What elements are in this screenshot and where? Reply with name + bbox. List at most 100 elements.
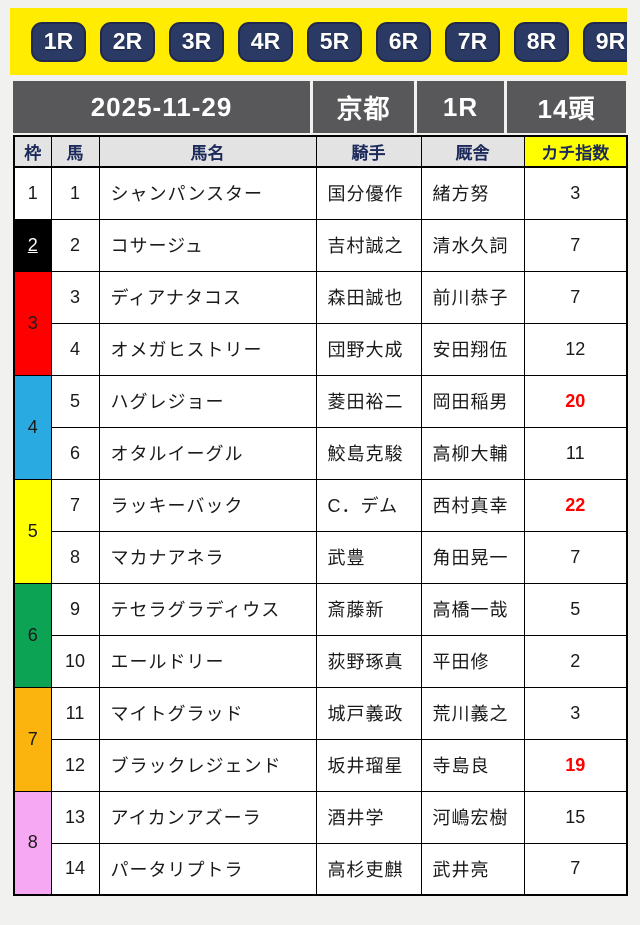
kachi-index: 15 [523, 790, 628, 844]
kachi-index: 7 [523, 218, 628, 272]
kachi-index: 7 [523, 270, 628, 324]
kachi-index: 2 [523, 634, 628, 688]
race-button-2r[interactable]: 2R [100, 21, 155, 62]
race-head-count: 14頭 [507, 81, 626, 133]
stable-name: 西村真幸 [420, 478, 525, 532]
horse-number: 2 [50, 218, 100, 272]
horse-number: 9 [50, 582, 100, 636]
frame-cell: 2 [13, 218, 52, 272]
kachi-index: 7 [523, 842, 628, 896]
jockey-name: 荻野琢真 [315, 634, 422, 688]
horse-number: 6 [50, 426, 100, 480]
race-number-nav: 1R 2R 3R 4R 5R 6R 7R 8R 9R [10, 8, 627, 75]
horse-number: 3 [50, 270, 100, 324]
col-kachi-index: カチ指数 [523, 135, 628, 168]
jockey-name: 高杉吏麒 [315, 842, 422, 896]
stable-name: 安田翔伍 [420, 322, 525, 376]
horse-name: オタルイーグル [98, 426, 317, 480]
stable-name: 高橋一哉 [420, 582, 525, 636]
horse-name: シャンパンスター [98, 166, 317, 220]
jockey-name: 吉村誠之 [315, 218, 422, 272]
table-row: 4 5 ハグレジョー 菱田裕二 岡田稲男 20 [13, 374, 628, 480]
race-button-6r[interactable]: 6R [376, 21, 431, 62]
jockey-name: 団野大成 [315, 322, 422, 376]
frame-cell: 7 [13, 686, 52, 792]
frame-cell: 4 [13, 374, 52, 480]
stable-name: 清水久詞 [420, 218, 525, 272]
race-date: 2025-11-29 [13, 81, 310, 133]
frame-cell: 5 [13, 478, 52, 584]
table-row: 8 13 アイカンアズーラ 酒井学 河嶋宏樹 15 [13, 790, 628, 896]
horse-number: 1 [50, 166, 100, 220]
horse-name: エールドリー [98, 634, 317, 688]
table-row: 14 パータリプトラ 高杉吏麒 武井亮 7 [14, 842, 628, 896]
race-button-1r[interactable]: 1R [31, 21, 86, 62]
horse-number: 4 [50, 322, 100, 376]
jockey-name: C．デム [315, 478, 422, 532]
stable-name: 寺島良 [420, 738, 525, 792]
table-row: 7 11 マイトグラッド 城戸義政 荒川義之 3 [13, 686, 628, 792]
kachi-index: 3 [523, 686, 628, 740]
stable-name: 高柳大輔 [420, 426, 525, 480]
jockey-name: 武豊 [315, 530, 422, 584]
horse-name: ハグレジョー [98, 374, 317, 428]
horse-name: オメガヒストリー [98, 322, 317, 376]
table-row: 5 7 ラッキーバック C．デム 西村真幸 22 [13, 478, 628, 584]
horse-name: テセラグラディウス [98, 582, 317, 636]
race-button-4r[interactable]: 4R [238, 21, 293, 62]
jockey-name: 鮫島克駿 [315, 426, 422, 480]
col-frame: 枠 [13, 135, 52, 168]
race-button-7r[interactable]: 7R [445, 21, 500, 62]
horse-number: 10 [50, 634, 100, 688]
race-button-5r[interactable]: 5R [307, 21, 362, 62]
frame-cell: 8 [13, 790, 52, 896]
table-row: 12 ブラックレジェンド 坂井瑠星 寺島良 19 [14, 738, 628, 792]
horse-number: 12 [50, 738, 100, 792]
entries-table: 枠 馬 馬名 騎手 厩舎 カチ指数 1 1 シャンパンスター 国分優作 緒方努 … [13, 135, 628, 896]
race-button-3r[interactable]: 3R [169, 21, 224, 62]
horse-name: コサージュ [98, 218, 317, 272]
jockey-name: 坂井瑠星 [315, 738, 422, 792]
jockey-name: 菱田裕二 [315, 374, 422, 428]
frame-cell: 1 [13, 166, 52, 220]
horse-name: ブラックレジェンド [98, 738, 317, 792]
stable-name: 岡田稲男 [420, 374, 525, 428]
col-jockey: 騎手 [315, 135, 422, 168]
horse-number: 11 [50, 686, 100, 740]
table-row: 10 エールドリー 荻野琢真 平田修 2 [14, 634, 628, 688]
horse-name: マイトグラッド [98, 686, 317, 740]
table-header-row: 枠 馬 馬名 騎手 厩舎 カチ指数 [13, 135, 628, 168]
race-number: 1R [417, 81, 504, 133]
table-row: 1 1 シャンパンスター 国分優作 緒方努 3 [13, 166, 628, 220]
horse-number: 14 [50, 842, 100, 896]
jockey-name: 国分優作 [315, 166, 422, 220]
horse-name: ラッキーバック [98, 478, 317, 532]
table-row: 6 オタルイーグル 鮫島克駿 高柳大輔 11 [14, 426, 628, 480]
table-row: 8 マカナアネラ 武豊 角田晃一 7 [14, 530, 628, 584]
kachi-index: 20 [523, 374, 628, 428]
col-horse-name: 馬名 [98, 135, 317, 168]
stable-name: 河嶋宏樹 [420, 790, 525, 844]
frame-cell: 6 [13, 582, 52, 688]
horse-name: パータリプトラ [98, 842, 317, 896]
race-button-9r[interactable]: 9R [583, 21, 627, 62]
table-row: 6 9 テセラグラディウス 斎藤新 高橋一哉 5 [13, 582, 628, 688]
jockey-name: 斎藤新 [315, 582, 422, 636]
horse-name: ディアナタコス [98, 270, 317, 324]
horse-number: 7 [50, 478, 100, 532]
kachi-index: 7 [523, 530, 628, 584]
race-track: 京都 [313, 81, 414, 133]
jockey-name: 城戸義政 [315, 686, 422, 740]
kachi-index: 22 [523, 478, 628, 532]
race-button-8r[interactable]: 8R [514, 21, 569, 62]
kachi-index: 5 [523, 582, 628, 636]
kachi-index: 3 [523, 166, 628, 220]
stable-name: 荒川義之 [420, 686, 525, 740]
horse-number: 13 [50, 790, 100, 844]
col-stable: 厩舎 [420, 135, 525, 168]
jockey-name: 森田誠也 [315, 270, 422, 324]
stable-name: 角田晃一 [420, 530, 525, 584]
stable-name: 平田修 [420, 634, 525, 688]
table-row: 2 2 コサージュ 吉村誠之 清水久詞 7 [13, 218, 628, 272]
